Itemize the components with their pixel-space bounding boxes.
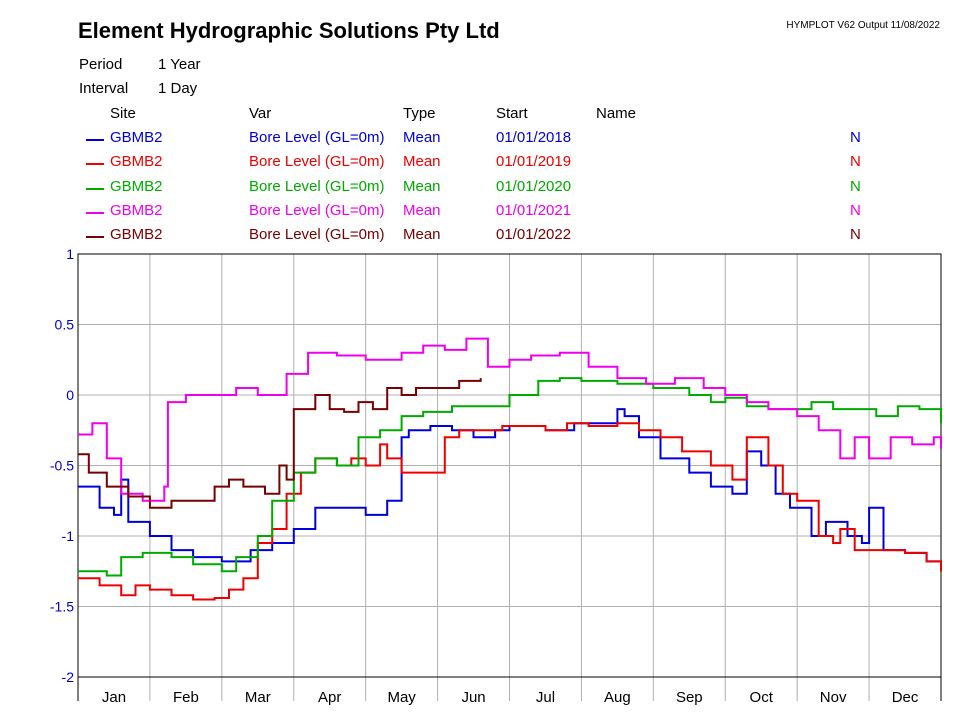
x-tick-label: Aug [604, 689, 631, 706]
legend-type: Mean [403, 153, 441, 171]
legend-type: Mean [403, 129, 441, 146]
legend-site: GBMB2 [110, 153, 163, 171]
interval-label: Interval [79, 80, 129, 97]
series-line-3 [78, 337, 942, 502]
series-line-4 [78, 378, 482, 509]
legend-type: Mean [403, 226, 441, 244]
legend-swatch [86, 187, 104, 190]
x-tick-label: Apr [318, 689, 341, 706]
legend-swatch [86, 236, 104, 239]
x-tick-label: Jul [536, 689, 555, 706]
interval-row: Interval 1 Day [79, 80, 197, 97]
period-value: 1 Year [158, 56, 201, 73]
x-tick-label: Nov [820, 689, 847, 706]
legend-type: Mean [403, 201, 441, 219]
legend-header-name: Name [596, 105, 637, 122]
legend-flag: N [850, 226, 861, 244]
x-tick-label: May [387, 689, 416, 706]
legend-site: GBMB2 [110, 226, 163, 244]
legend-flag: N [850, 153, 861, 171]
version-stamp: HYMPLOT V62 Output 11/08/2022 [786, 20, 940, 31]
legend-start: 01/01/2021 [496, 201, 572, 219]
legend-swatch [86, 211, 104, 214]
y-tick-label: 0.5 [55, 317, 75, 333]
x-tick-label: Feb [173, 689, 199, 706]
legend-var: Bore Level (GL=0m) [249, 129, 385, 146]
period-label: Period [79, 56, 123, 73]
legend-site: GBMB2 [110, 177, 163, 195]
legend-var: Bore Level (GL=0m) [249, 177, 385, 195]
legend-flag: N [850, 201, 861, 219]
y-tick-label: 0 [66, 387, 74, 403]
x-tick-label: Jan [102, 689, 126, 706]
legend-var: Bore Level (GL=0m) [249, 201, 385, 219]
legend-type: Mean [403, 177, 441, 195]
x-tick-label: Jun [461, 689, 485, 706]
legend-swatch [86, 163, 104, 166]
y-tick-label: 1 [66, 246, 74, 262]
y-tick-label: -1 [62, 528, 75, 544]
y-tick-label: -2 [62, 669, 75, 685]
legend-site: GBMB2 [110, 201, 163, 219]
series-line-1 [78, 422, 942, 601]
legend-header-type: Type [403, 105, 436, 122]
legend-header-var: Var [249, 105, 272, 122]
legend-site: GBMB2 [110, 129, 163, 146]
legend-start: 01/01/2022 [496, 226, 572, 244]
plot-frame [77, 253, 942, 678]
legend-swatch [86, 139, 104, 141]
legend-var: Bore Level (GL=0m) [249, 153, 385, 171]
x-tick-label: Oct [750, 689, 774, 706]
legend-header-start: Start [496, 105, 528, 122]
legend-header-site: Site [110, 105, 136, 122]
legend-var: Bore Level (GL=0m) [249, 226, 385, 244]
legend-flag: N [850, 177, 861, 195]
period-row: Period 1 Year [79, 56, 201, 73]
legend-start: 01/01/2019 [496, 153, 572, 171]
legend-start: 01/01/2018 [496, 129, 572, 146]
y-tick-label: -0.5 [50, 458, 74, 474]
interval-value: 1 Day [158, 80, 198, 97]
series-line-2 [78, 377, 942, 577]
legend-start: 01/01/2020 [496, 177, 572, 195]
x-tick-label: Sep [676, 689, 703, 706]
y-tick-label: -1.5 [50, 599, 74, 615]
legend-flag: N [850, 129, 861, 146]
x-tick-label: Dec [892, 689, 919, 706]
x-tick-label: Mar [245, 689, 271, 706]
page-title: Element Hydrographic Solutions Pty Ltd [78, 18, 500, 43]
